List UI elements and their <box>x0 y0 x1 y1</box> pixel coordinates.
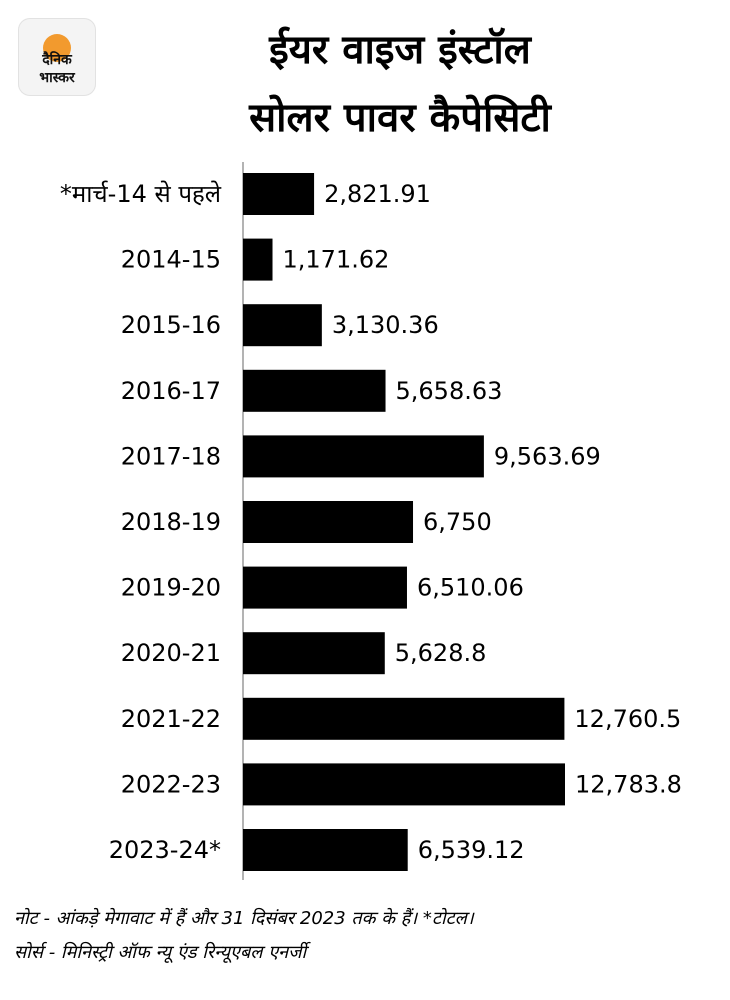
bar <box>243 697 565 740</box>
category-label: 2019-20 <box>121 574 221 602</box>
bar <box>243 632 385 675</box>
bar <box>243 829 408 871</box>
data-label: 1,171.62 <box>283 246 390 274</box>
category-label: *मार्च-14 से पहले <box>60 180 222 208</box>
sun-icon <box>43 34 71 62</box>
category-label: 2020-21 <box>121 639 221 667</box>
bar <box>243 238 273 281</box>
category-label: 2023-24* <box>109 836 221 864</box>
category-label: 2022-23 <box>121 770 221 798</box>
bar <box>243 435 484 478</box>
dainik-bhaskar-logo: दैनिक भास्कर <box>18 18 96 96</box>
data-label: 3,130.36 <box>332 311 439 339</box>
data-label: 5,628.8 <box>395 639 487 667</box>
category-label: 2015-16 <box>121 311 221 339</box>
category-label: 2016-17 <box>121 377 221 405</box>
bar <box>243 369 386 412</box>
data-label: 2,821.91 <box>324 180 431 208</box>
data-label: 9,563.69 <box>494 442 601 470</box>
category-label: 2017-18 <box>121 442 221 470</box>
bar-chart: *मार्च-14 से पहले 2,821.91 2014-15 1,171.62… <box>60 162 682 880</box>
source-text: सोर्स - मिनिस्ट्री ऑफ न्यू एंड रिन्यूएबल… <box>14 942 307 963</box>
data-label: 6,539.12 <box>418 836 525 864</box>
note-text: नोट - आंकड़े मेगावाट में हैं और 31 दिसंब… <box>14 908 474 929</box>
bar <box>243 763 565 806</box>
category-label: 2018-19 <box>121 508 221 536</box>
logo-line-1: दैनिक <box>42 52 72 68</box>
bar <box>243 173 315 215</box>
category-label: 2014-15 <box>121 246 221 274</box>
data-label: 6,510.06 <box>417 574 524 602</box>
logo-line-2: भास्कर <box>39 70 75 86</box>
footnotes: नोट - आंकड़े मेगावाट में हैं और 31 दिसंब… <box>14 902 724 970</box>
data-label: 5,658.63 <box>396 377 503 405</box>
category-label: 2021-22 <box>121 705 221 733</box>
bar <box>243 501 414 543</box>
data-label: 6,750 <box>423 508 492 536</box>
data-label: 12,783.8 <box>575 770 682 798</box>
data-label: 12,760.5 <box>574 705 681 733</box>
chart-title-line-2: सोलर पावर कैपेसिटी <box>249 95 551 141</box>
chart-title-line-1: ईयर वाइज इंस्टॉल <box>269 27 531 73</box>
bar <box>243 304 322 347</box>
bar <box>243 566 407 609</box>
